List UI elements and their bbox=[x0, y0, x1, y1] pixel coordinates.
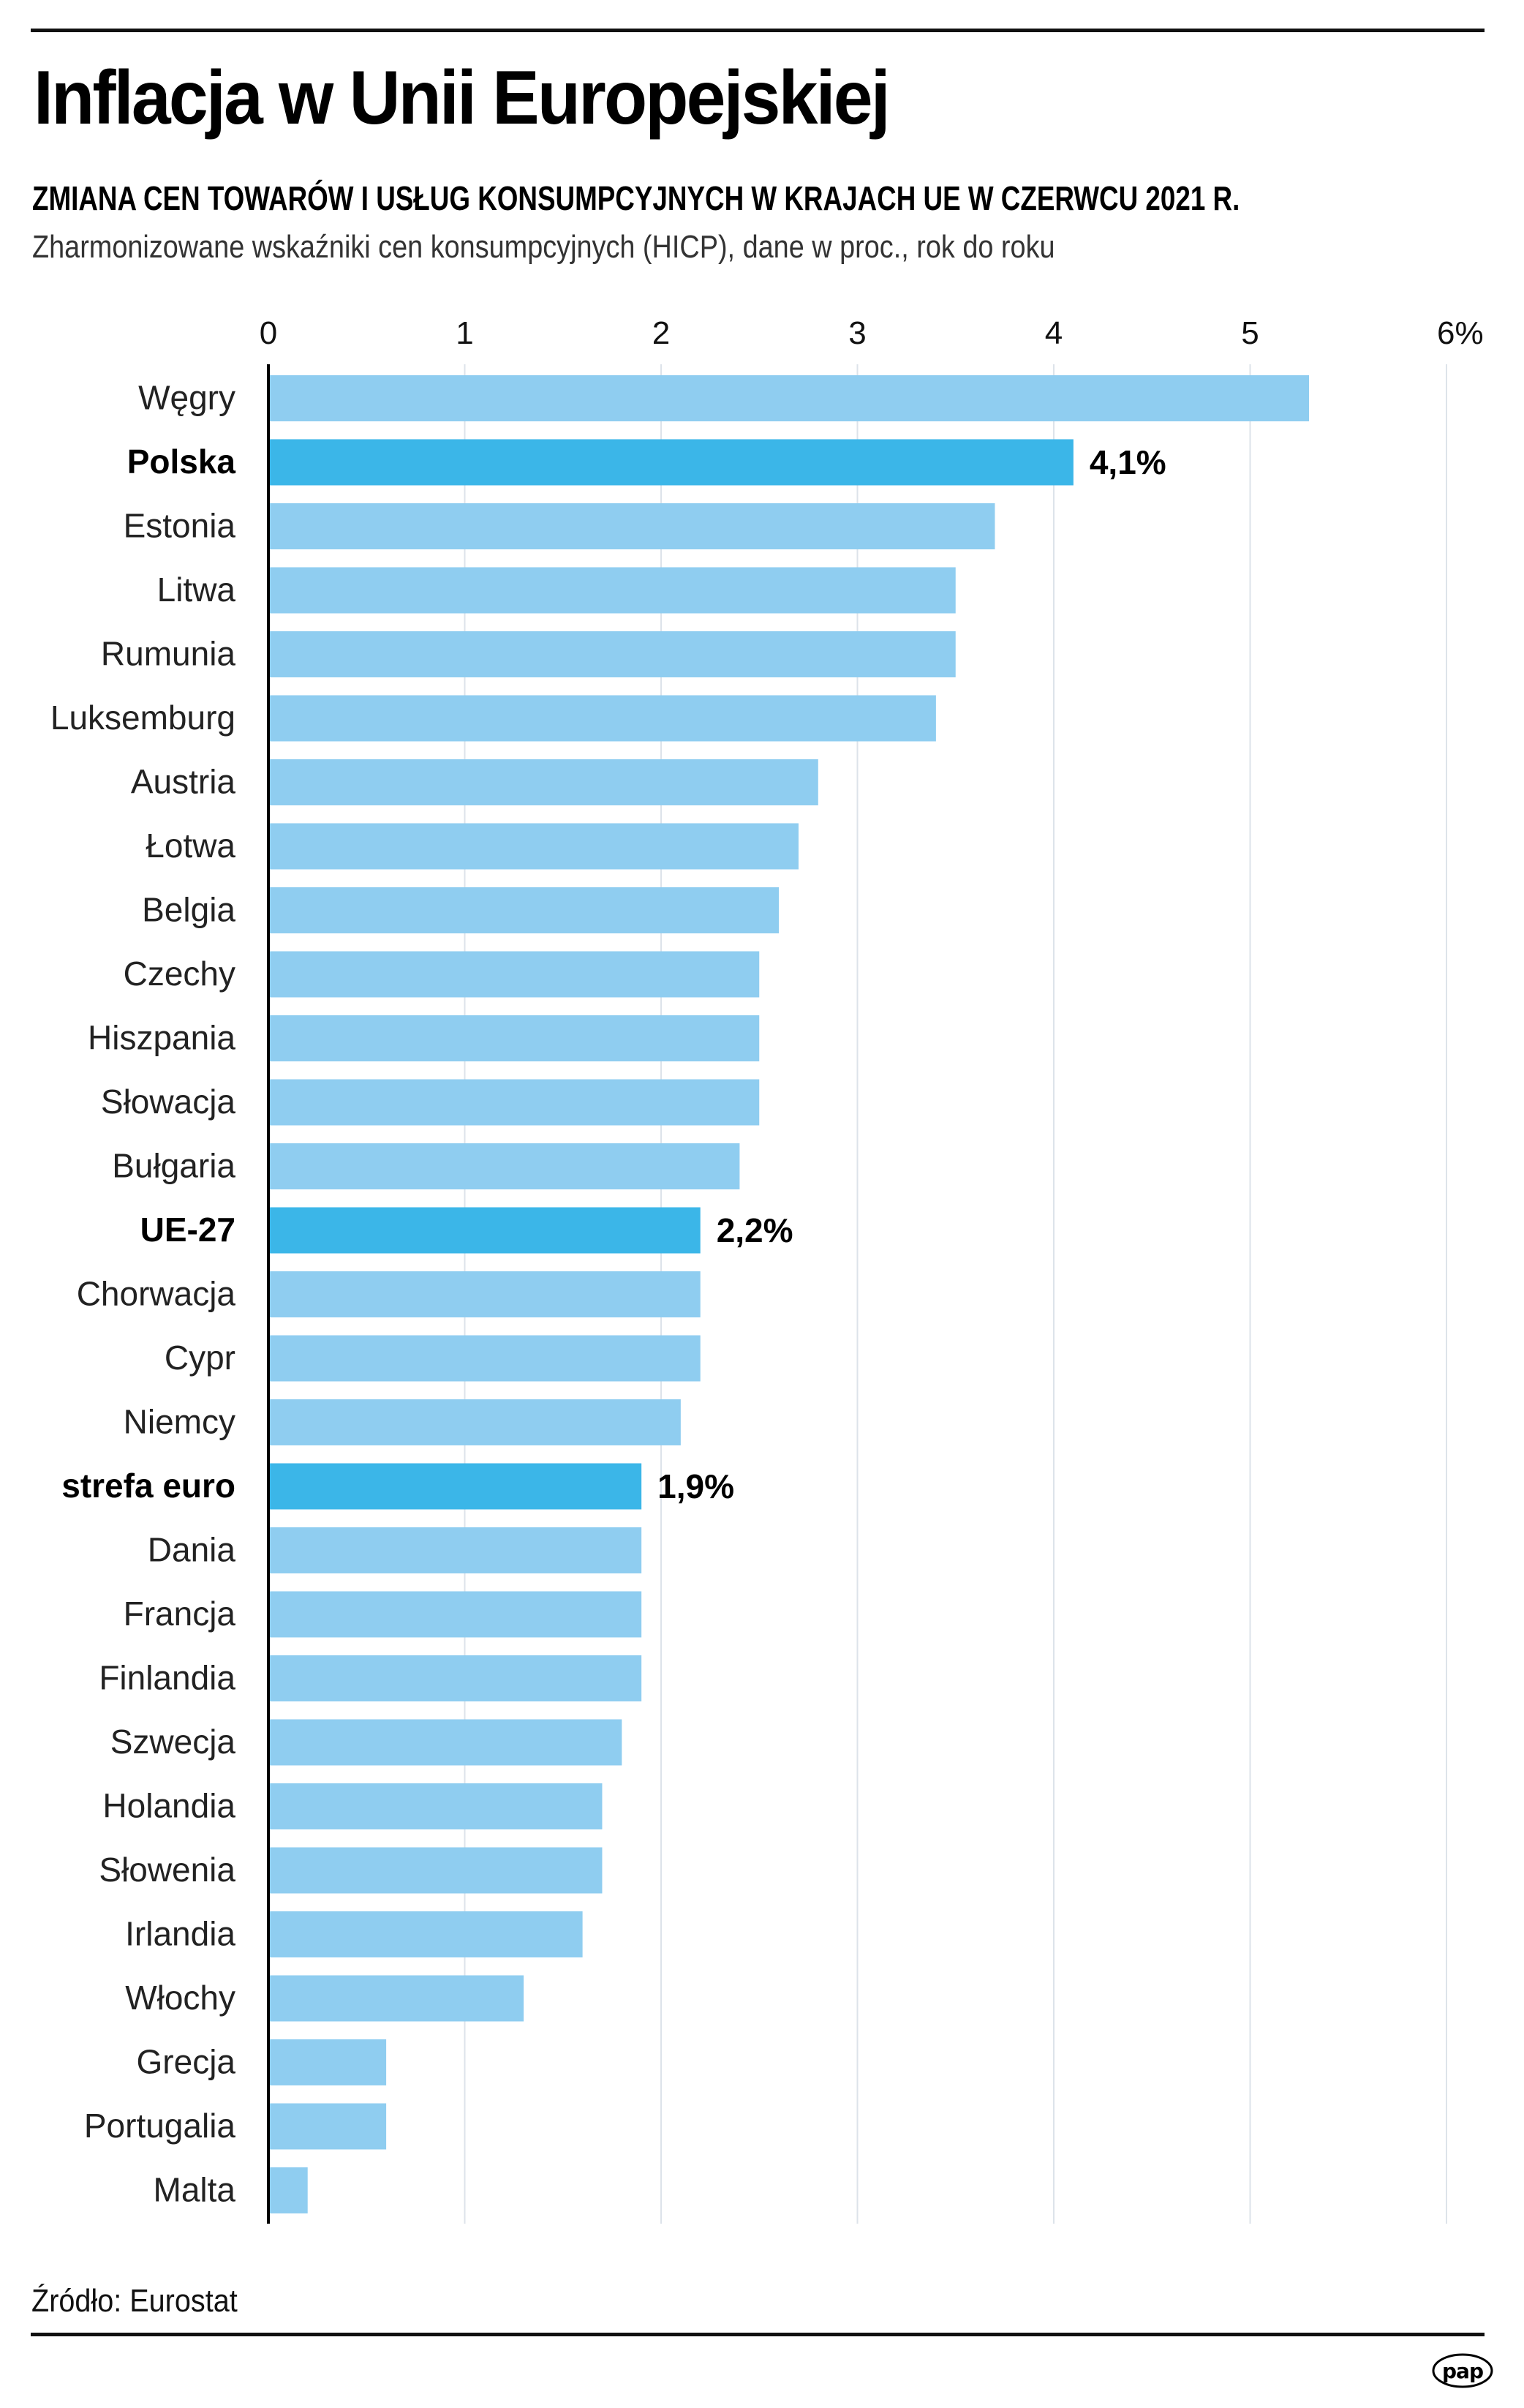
category-label: Dania bbox=[148, 1531, 236, 1569]
category-label: Włochy bbox=[125, 1979, 235, 2017]
bottom-rule bbox=[31, 2333, 1485, 2336]
category-label: Litwa bbox=[157, 571, 236, 609]
x-tick-label: 1 bbox=[456, 315, 473, 351]
bar-belgia bbox=[268, 887, 780, 933]
category-label: Belgia bbox=[142, 891, 235, 929]
value-labels: 4,1% 2,2% 1,9% bbox=[657, 443, 1166, 1505]
category-label: UE-27 bbox=[140, 1211, 235, 1249]
bar-litwa bbox=[268, 567, 956, 614]
category-label: Estonia bbox=[124, 507, 236, 545]
bar-polska bbox=[268, 439, 1074, 486]
chart-description: Zharmonizowane wskaźniki cen konsumpcyjn… bbox=[32, 229, 1055, 265]
bar-irlandia bbox=[268, 1911, 583, 1957]
category-label: Słowacja bbox=[101, 1083, 236, 1121]
chart-subtitle: ZMIANA CEN TOWARÓW I USŁUG KONSUMPCYJNYC… bbox=[32, 179, 1240, 217]
bar-chorwacja bbox=[268, 1271, 701, 1317]
x-axis-ticks: 0 1 2 3 4 5 6% bbox=[260, 315, 1484, 351]
value-label: 2,2% bbox=[717, 1211, 793, 1249]
bar-holandia bbox=[268, 1783, 603, 1829]
category-label: Francja bbox=[124, 1595, 236, 1633]
category-label: Holandia bbox=[102, 1787, 235, 1825]
bar-bułgaria bbox=[268, 1143, 740, 1189]
bar-łotwa bbox=[268, 823, 799, 870]
chart-title: Inflacja w Unii Europejskiej bbox=[34, 56, 891, 140]
category-label: Malta bbox=[154, 2171, 236, 2209]
category-label: strefa euro bbox=[61, 1467, 235, 1505]
bar-strefa-euro bbox=[268, 1463, 642, 1510]
bar-włochy bbox=[268, 1975, 524, 2022]
x-tick-label: 5 bbox=[1241, 315, 1259, 351]
bars bbox=[268, 375, 1310, 2213]
bar-niemcy bbox=[268, 1399, 681, 1445]
bar-słowenia bbox=[268, 1847, 603, 1894]
value-label: 4,1% bbox=[1090, 443, 1166, 481]
x-tick-label: 4 bbox=[1045, 315, 1063, 351]
category-label: Cypr bbox=[165, 1339, 235, 1377]
category-label: Węgry bbox=[138, 379, 235, 417]
category-label: Finlandia bbox=[99, 1659, 235, 1697]
category-labels: Węgry Polska Estonia Litwa Rumunia Luksemburg… bbox=[50, 379, 236, 2209]
category-label: Rumunia bbox=[101, 635, 236, 673]
category-label: Grecja bbox=[137, 2043, 236, 2081]
pap-logo-icon: pap bbox=[1432, 2353, 1493, 2388]
bar-słowacja bbox=[268, 1079, 760, 1126]
bar-szwecja bbox=[268, 1719, 622, 1766]
category-label: Chorwacja bbox=[77, 1275, 236, 1313]
category-label: Szwecja bbox=[110, 1723, 236, 1761]
x-tick-label: 0 bbox=[260, 315, 277, 351]
category-label: Polska bbox=[127, 443, 236, 481]
bar-cypr bbox=[268, 1335, 701, 1382]
bar-rumunia bbox=[268, 631, 956, 677]
category-label: Niemcy bbox=[124, 1403, 235, 1441]
category-label: Czechy bbox=[124, 955, 235, 993]
bar-czechy bbox=[268, 951, 760, 998]
category-label: Hiszpania bbox=[88, 1019, 235, 1057]
x-tick-label: 6% bbox=[1437, 315, 1484, 351]
bar-grecja bbox=[268, 2039, 387, 2085]
bar-austria bbox=[268, 759, 818, 805]
top-rule bbox=[31, 29, 1485, 32]
bar-malta bbox=[268, 2167, 308, 2213]
x-tick-label: 2 bbox=[652, 315, 670, 351]
bar-portugalia bbox=[268, 2103, 387, 2150]
bar-węgry bbox=[268, 375, 1310, 421]
bar-francja bbox=[268, 1591, 642, 1638]
bar-luksemburg bbox=[268, 695, 936, 742]
category-label: Słowenia bbox=[99, 1851, 235, 1889]
bar-ue-27 bbox=[268, 1207, 701, 1254]
category-label: Luksemburg bbox=[50, 699, 235, 737]
bar-estonia bbox=[268, 503, 995, 549]
x-tick-label: 3 bbox=[848, 315, 866, 351]
category-label: Irlandia bbox=[125, 1915, 235, 1953]
bar-dania bbox=[268, 1527, 642, 1573]
category-label: Łotwa bbox=[146, 827, 235, 865]
category-label: Portugalia bbox=[84, 2107, 236, 2145]
category-label: Austria bbox=[131, 763, 236, 801]
category-label: Bułgaria bbox=[112, 1147, 235, 1185]
value-label: 1,9% bbox=[657, 1467, 734, 1505]
source-note: Źródło: Eurostat bbox=[31, 2283, 238, 2319]
pap-logo-text: pap bbox=[1442, 2359, 1483, 2383]
bar-finlandia bbox=[268, 1655, 642, 1701]
bar-hiszpania bbox=[268, 1015, 760, 1061]
